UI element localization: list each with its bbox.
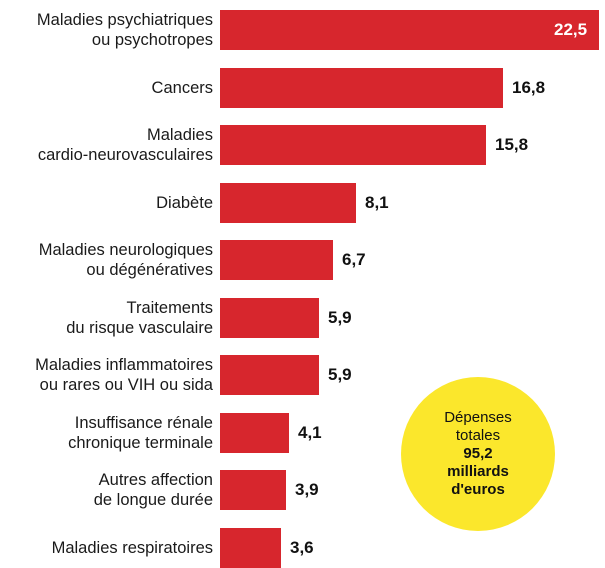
bar: [220, 355, 319, 395]
category-label: Traitements du risque vasculaire: [66, 298, 213, 337]
value-label: 3,9: [295, 480, 319, 499]
bar: [220, 125, 486, 165]
bar: [220, 297, 319, 338]
bubble-line-2: totales: [455, 427, 501, 444]
bubble-total-unit-2: d'euros: [451, 481, 505, 498]
bar: [220, 412, 289, 453]
category-label: Maladies cardio-neurovasculaires: [37, 126, 213, 164]
value-label: 22,5: [554, 20, 588, 39]
category-label: Maladies psychiatriques ou psychotropes: [36, 11, 213, 49]
bar: [220, 182, 356, 223]
value-label: 16,8: [512, 77, 546, 97]
category-label: Maladies inflammatoires ou rares ou VIH …: [35, 356, 213, 394]
bar: [220, 67, 503, 108]
value-label: 15,8: [495, 135, 529, 154]
bar: [220, 240, 333, 280]
bar: [220, 10, 599, 50]
value-label: 8,1: [365, 192, 389, 212]
category-label: Cancers: [151, 78, 213, 97]
bar: [220, 470, 286, 510]
value-label: 4,1: [298, 422, 322, 442]
category-label: Autres affection de longue durée: [93, 471, 213, 509]
bubble-line-1: Dépenses: [444, 409, 512, 426]
bar: [220, 527, 281, 568]
bubble-total-value: 95,2: [463, 445, 493, 462]
value-label: 6,7: [342, 250, 366, 269]
value-label: 3,6: [290, 537, 314, 557]
category-label: Diabète: [156, 193, 213, 212]
category-label: Maladies neurologiques ou dégénératives: [38, 241, 213, 279]
value-label: 5,9: [328, 307, 352, 327]
category-label: Maladies respiratoires: [51, 538, 213, 557]
category-label: Insuffisance rénale chronique terminale: [68, 413, 213, 452]
value-label: 5,9: [328, 365, 352, 384]
bubble-total-unit-1: milliards: [447, 463, 509, 480]
total-spending-bubble: Dépenses totales 95,2 milliards d'euros: [401, 377, 555, 531]
